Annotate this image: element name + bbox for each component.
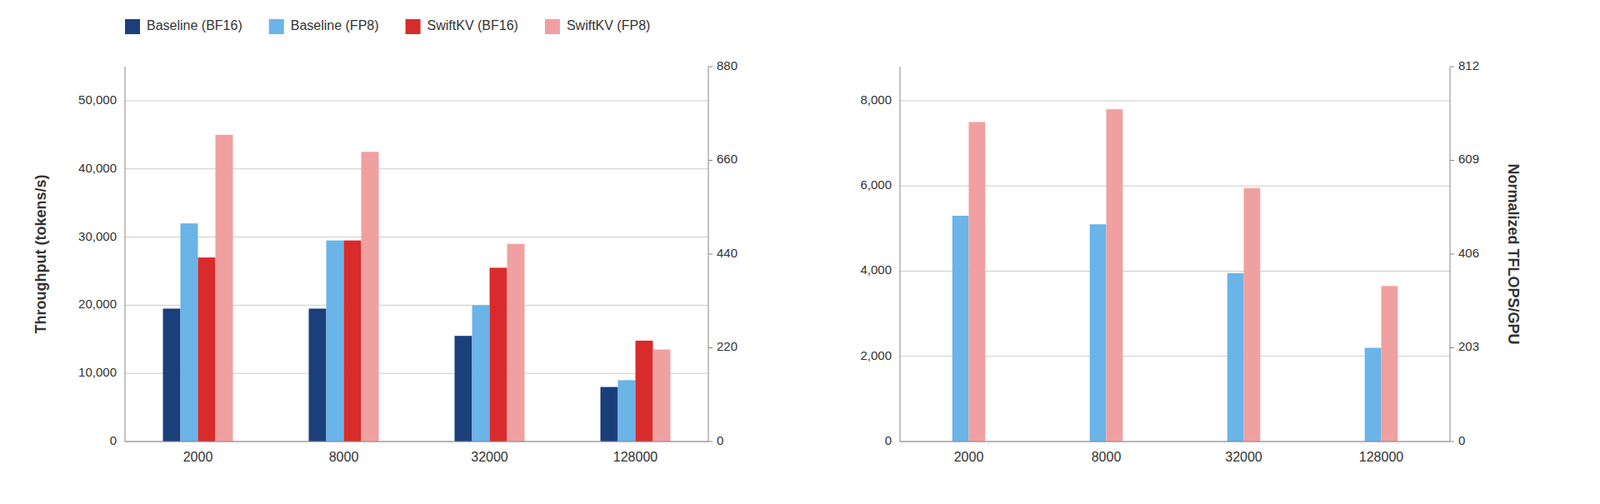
y-tick-label: 30,000 (78, 229, 117, 244)
x-axis-line (125, 441, 709, 443)
grid-line (125, 236, 709, 238)
bar (653, 350, 671, 442)
grid-line (900, 100, 1450, 101)
bar (472, 305, 490, 442)
bar (326, 240, 345, 442)
bar (198, 257, 216, 442)
y-tick-label: 0 (110, 433, 117, 448)
legend-label: Baseline (FP8) (290, 18, 380, 33)
y-tick-label: 2,000 (860, 348, 892, 363)
x-axis-line (900, 441, 1450, 443)
y2-tick-label: 0 (1458, 433, 1465, 448)
bar (1381, 285, 1399, 442)
grid-line (900, 441, 1450, 443)
y2-tick (1450, 66, 1455, 68)
y2-tick (1450, 160, 1455, 161)
chart-root: 0 10,000 20,000 30,000 40,000 50,000 0 220 440 66… (0, 0, 1600, 504)
y2-tick-label: 812 (1458, 58, 1480, 73)
bar (455, 335, 473, 442)
legend: Baseline (BF16) Baseline (FP8) SwiftKV (BF… (125, 18, 650, 35)
bars (952, 109, 1399, 442)
plot-1: 0 2,000 4,000 6,000 8,000 0 203 406 609 812 2000 80… (860, 58, 1522, 465)
grid-line (125, 100, 709, 101)
y2-axis-line (708, 66, 710, 442)
bar (1106, 109, 1124, 442)
plot-0: 0 10,000 20,000 30,000 40,000 50,000 0 220 440 66… (32, 58, 738, 465)
grid-line (125, 168, 709, 170)
bar (635, 340, 654, 442)
y2-tick-label: 440 (716, 245, 738, 260)
bar (215, 135, 234, 442)
y-tick-label: 6,000 (860, 177, 892, 192)
y2-tick (1450, 347, 1455, 349)
legend-label: SwiftKV (FP8) (566, 18, 650, 33)
legend-swatch (545, 19, 560, 35)
bars (163, 135, 671, 442)
y2-tick (708, 441, 713, 443)
legend-swatch (405, 19, 421, 35)
y2-tick (708, 66, 713, 68)
y2-tick (708, 347, 713, 349)
grid-line (125, 441, 709, 443)
y-tick-label: 4,000 (860, 262, 892, 277)
bar (1227, 273, 1245, 442)
legend-label: Baseline (BF16) (146, 18, 243, 33)
bar (490, 267, 508, 442)
y2-tick-label: 406 (1458, 245, 1480, 260)
x-tick-label: 32000 (470, 450, 509, 465)
bar (1090, 224, 1107, 442)
bar (163, 308, 181, 442)
y-tick-label: 20,000 (78, 296, 117, 311)
y2-tick (1450, 441, 1455, 443)
y2-axis-title: Normalized TFLOPS/GPU (1505, 163, 1522, 345)
bar (361, 151, 380, 442)
y-axis-line (900, 66, 901, 442)
bar (1244, 188, 1261, 442)
y2-tick (708, 254, 713, 255)
y2-tick (708, 160, 713, 161)
legend-swatch (269, 19, 285, 35)
y2-tick-label: 660 (716, 151, 738, 166)
x-tick-label: 8000 (329, 450, 360, 465)
bar (618, 380, 636, 442)
x-tick-label: 8000 (1091, 450, 1122, 465)
y2-axis-line (1450, 66, 1451, 442)
bar (344, 240, 362, 442)
y-tick-label: 40,000 (78, 160, 117, 175)
y2-tick (1450, 254, 1455, 255)
bar (507, 244, 525, 442)
y-tick-label: 8,000 (860, 92, 892, 107)
y2-tick-label: 609 (1458, 151, 1480, 166)
x-tick-label: 32000 (1225, 450, 1263, 465)
y2-tick-label: 0 (716, 433, 724, 448)
y2-tick-label: 220 (716, 339, 738, 354)
bar (600, 387, 619, 442)
legend-swatch (125, 19, 140, 35)
x-tick-label: 128000 (1359, 450, 1404, 465)
bar (1365, 348, 1382, 443)
x-tick-label: 2000 (183, 450, 214, 465)
y2-tick-label: 880 (716, 58, 738, 73)
legend-label: SwiftKV (BF16) (427, 18, 519, 33)
y-tick-label: 50,000 (78, 92, 117, 107)
bar (952, 215, 970, 442)
y-tick-label: 0 (885, 433, 892, 448)
bar (180, 223, 199, 442)
y-axis-title: Throughput (tokens/s) (32, 175, 50, 335)
y2-tick-label: 203 (1458, 339, 1480, 354)
bar (969, 121, 986, 442)
y-axis-line (125, 66, 126, 442)
x-tick-label: 2000 (954, 450, 985, 465)
bar (309, 308, 327, 442)
y-tick-label: 10,000 (78, 365, 117, 380)
x-tick-label: 128000 (613, 450, 658, 465)
